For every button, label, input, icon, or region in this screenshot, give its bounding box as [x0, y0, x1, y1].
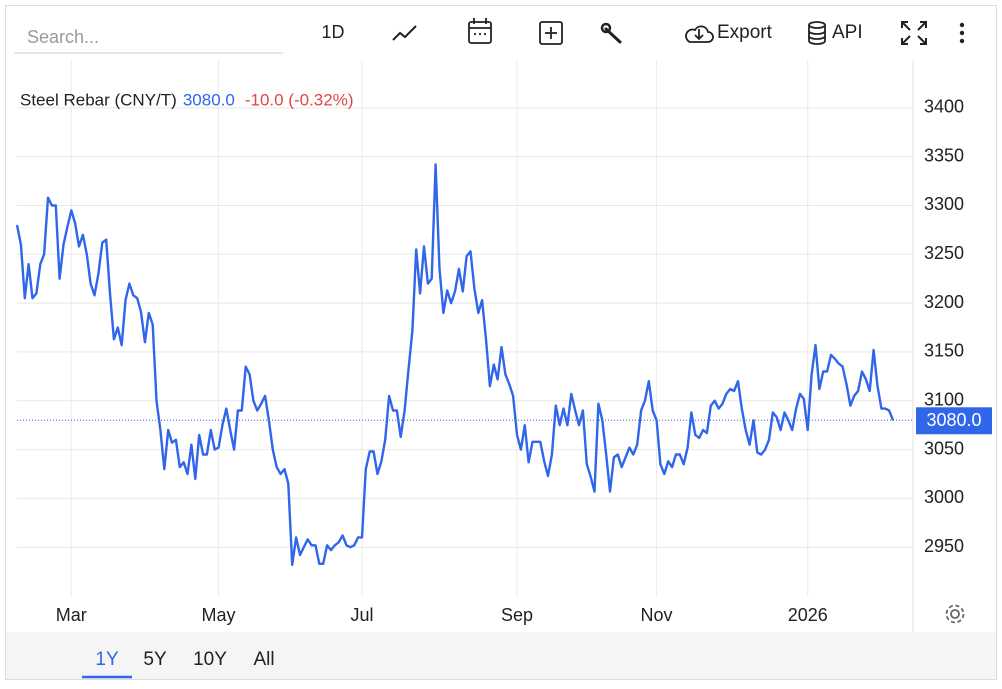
- toolbar: Search... 1D Export API: [14, 18, 965, 54]
- y-tick-label: 3100: [924, 390, 964, 410]
- range-button[interactable]: 1Y: [95, 649, 119, 670]
- settings-tool-icon[interactable]: [600, 22, 622, 44]
- y-tick-label: 3050: [924, 438, 964, 458]
- last-price: 3080.0: [183, 90, 235, 109]
- y-tick-label: 3150: [924, 341, 964, 361]
- x-tick-label: May: [202, 605, 236, 625]
- y-tick-label: 3400: [924, 97, 964, 117]
- x-tick-label: 2026: [788, 605, 828, 625]
- interval-button[interactable]: 1D: [321, 22, 344, 42]
- export-icon[interactable]: [685, 25, 714, 43]
- range-button[interactable]: 5Y: [143, 649, 167, 670]
- y-tick-label: 3000: [924, 487, 964, 507]
- frame: [5, 5, 997, 680]
- add-indicator-icon[interactable]: [539, 21, 563, 45]
- range-bar: [6, 632, 996, 679]
- last-price-badge: [916, 407, 992, 435]
- export-button[interactable]: Export: [717, 22, 773, 43]
- x-tick-label: Nov: [641, 605, 673, 625]
- y-tick-label: 2950: [924, 536, 964, 556]
- calendar-icon[interactable]: [468, 18, 492, 44]
- gear-icon[interactable]: [945, 604, 965, 624]
- x-tick-label: Sep: [501, 605, 533, 625]
- price-change: -10.0 (-0.32%): [245, 90, 354, 109]
- price-line: [15, 163, 895, 566]
- y-tick-label: 3200: [924, 292, 964, 312]
- api-icon[interactable]: [808, 21, 826, 45]
- menu-icon[interactable]: [959, 22, 965, 44]
- fullscreen-icon[interactable]: [901, 21, 927, 45]
- search-input[interactable]: Search...: [27, 27, 99, 47]
- range-button[interactable]: 10Y: [193, 649, 227, 670]
- chart-type-icon[interactable]: [392, 25, 417, 41]
- y-tick-label: 3300: [924, 194, 964, 214]
- last-price-label: 3080.0: [926, 410, 981, 430]
- range-button[interactable]: All: [253, 649, 274, 670]
- api-button[interactable]: API: [832, 22, 863, 43]
- y-tick-label: 3250: [924, 243, 964, 263]
- x-tick-label: Mar: [56, 605, 87, 625]
- x-tick-label: Jul: [350, 605, 373, 625]
- series-name: Steel Rebar (CNY/T): [20, 90, 177, 109]
- y-tick-label: 3350: [924, 145, 964, 165]
